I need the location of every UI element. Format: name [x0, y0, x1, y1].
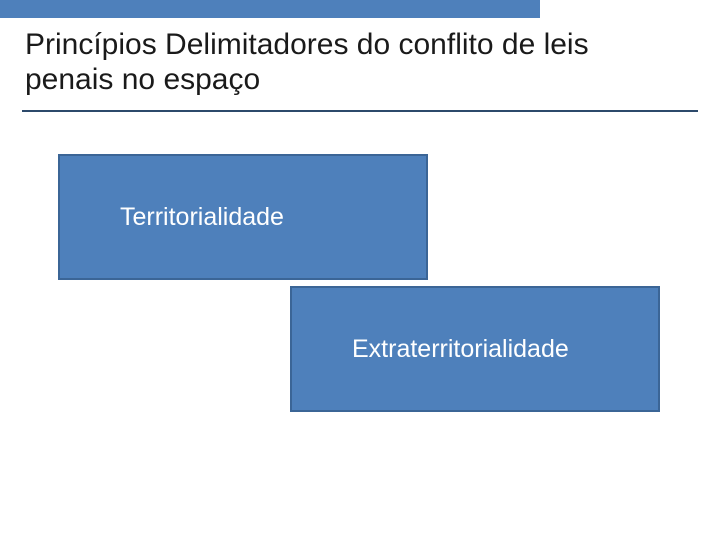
box-label: Extraterritorialidade — [352, 335, 569, 364]
box-label: Territorialidade — [120, 203, 284, 232]
box-extraterritorialidade: Extraterritorialidade — [290, 286, 660, 412]
slide: Princípios Delimitadores do conflito de … — [0, 0, 720, 540]
title-underline — [22, 110, 698, 112]
box-territorialidade: Territorialidade — [58, 154, 428, 280]
top-accent-bar — [0, 0, 540, 18]
slide-title: Princípios Delimitadores do conflito de … — [25, 28, 665, 97]
